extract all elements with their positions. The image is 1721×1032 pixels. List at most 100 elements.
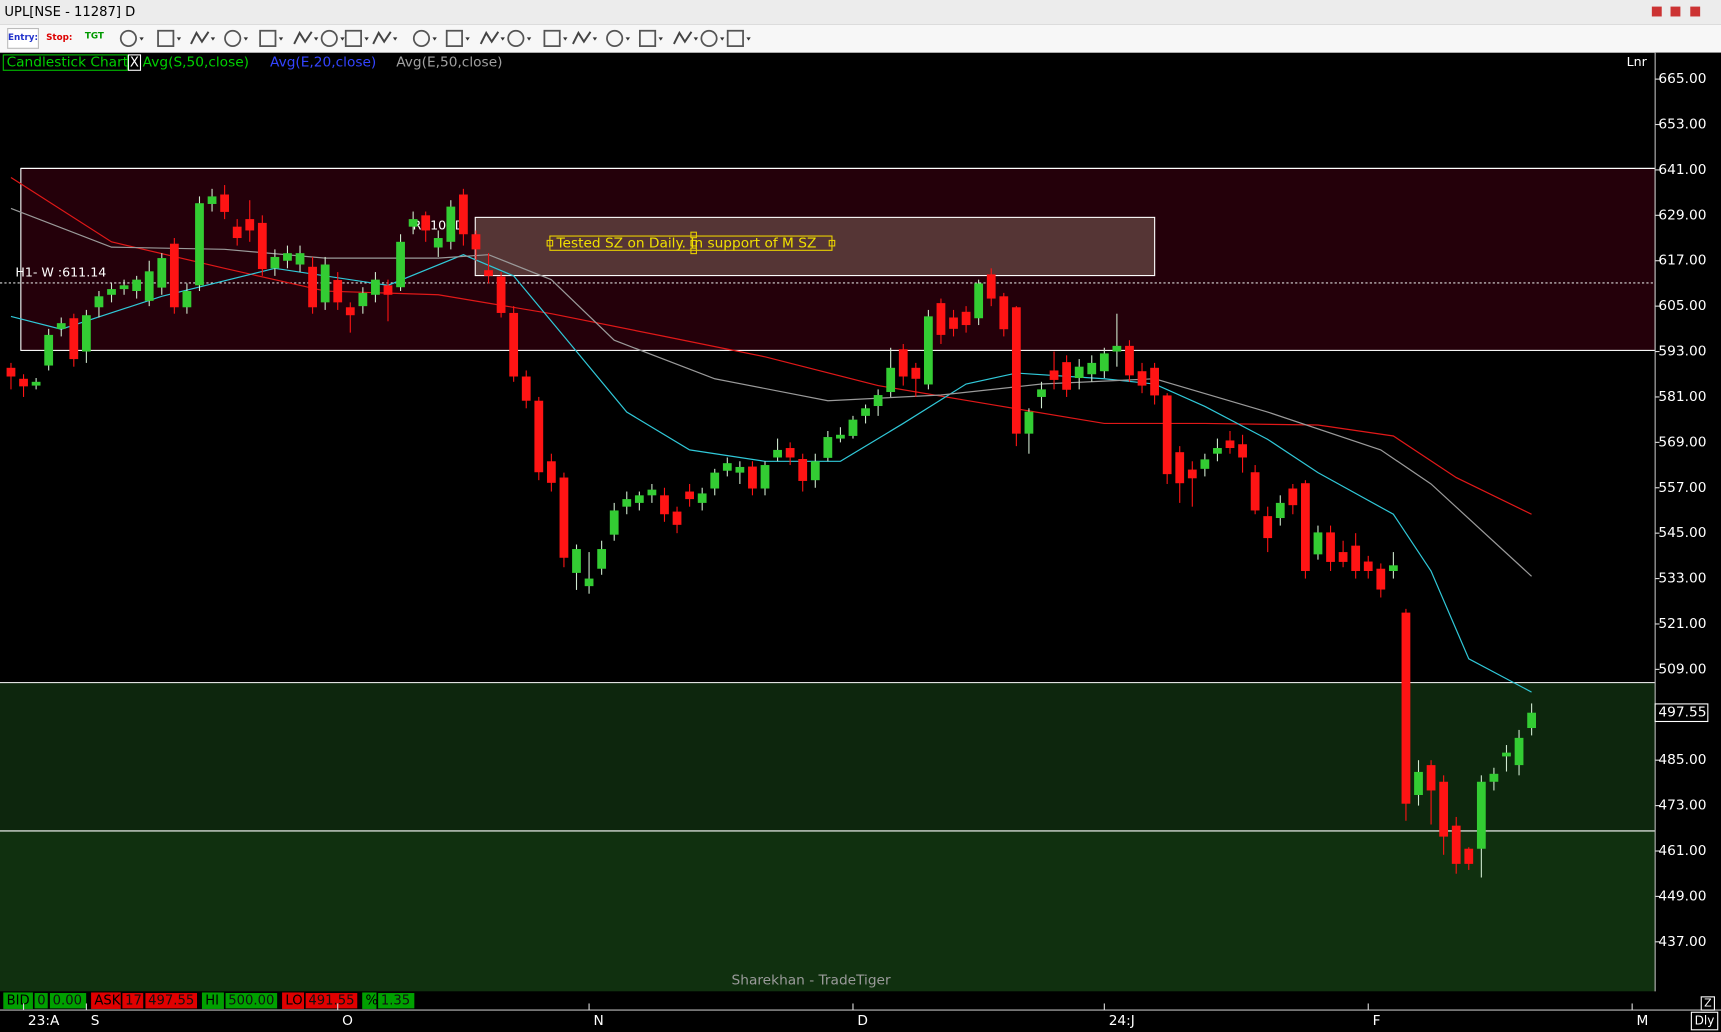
candle-body	[270, 256, 280, 269]
handle	[690, 247, 697, 255]
candle-body	[169, 243, 179, 308]
y-tick-label: 653.00	[1658, 117, 1706, 133]
candle-body	[1125, 345, 1134, 376]
quote-cell	[377, 991, 416, 1010]
quote-cell	[362, 992, 377, 1009]
entry-label: Entry:	[8, 33, 38, 43]
tool-icon[interactable]	[479, 30, 505, 45]
annotation-box	[474, 216, 1156, 277]
candle-body	[1099, 353, 1109, 372]
candle-body	[1162, 395, 1172, 475]
period-label: Dly	[1695, 1014, 1715, 1028]
entry-button[interactable]	[7, 27, 39, 49]
tool-icon[interactable]	[119, 29, 144, 47]
candle-body	[1326, 532, 1335, 562]
x-tick-label: O	[342, 1013, 353, 1029]
quote-text: BID	[7, 994, 30, 1009]
candle-body	[308, 266, 317, 308]
tool-icon[interactable]	[543, 29, 568, 47]
candle-body	[1024, 411, 1034, 434]
zone	[0, 682, 1656, 831]
quote-text: 500.00	[228, 994, 274, 1009]
annotation-level: RB10- D	[413, 218, 465, 233]
candle-body	[634, 495, 644, 503]
target-label[interactable]: TGT	[85, 32, 104, 42]
quote-text: 491.55	[308, 994, 354, 1009]
tool-icon[interactable]	[293, 30, 319, 45]
candle-body	[1250, 472, 1260, 511]
candle-body	[220, 194, 230, 212]
window-buttons[interactable]	[1651, 6, 1701, 17]
quote-cell	[33, 991, 49, 1010]
ma-line	[10, 254, 1532, 693]
handle	[828, 239, 836, 247]
tool-icon[interactable]	[445, 29, 470, 47]
candle-body	[722, 463, 732, 471]
quote-text: 17	[125, 994, 142, 1009]
tool-glyph	[344, 29, 362, 47]
candle-body	[986, 274, 996, 299]
tool-icon[interactable]	[157, 29, 182, 47]
candle-body	[1175, 452, 1185, 484]
quote-cell	[282, 992, 305, 1009]
tool-icon[interactable]	[507, 29, 532, 47]
dropdown-arrow	[592, 37, 598, 41]
toolbar-icons[interactable]	[119, 29, 751, 47]
candle-body	[848, 419, 858, 436]
quote-cell	[121, 991, 145, 1010]
close-box[interactable]	[127, 54, 142, 71]
stop-label[interactable]: Stop:	[46, 33, 72, 43]
tool-glyph	[320, 29, 338, 47]
tool-icon[interactable]	[606, 29, 631, 47]
y-tick-label: 449.00	[1658, 888, 1706, 904]
close[interactable]	[1690, 6, 1701, 17]
tool-icon[interactable]	[673, 30, 699, 45]
quote-text: HI	[205, 994, 219, 1009]
dropdown-arrow	[176, 37, 182, 41]
quote-cell	[3, 992, 33, 1009]
tool-icon[interactable]	[224, 29, 249, 47]
candle-body	[672, 511, 682, 525]
tool-icon[interactable]	[726, 29, 751, 47]
dropdown-arrow	[278, 37, 284, 41]
tool-icon[interactable]	[700, 29, 725, 47]
candle-body	[19, 378, 28, 387]
tool-icon[interactable]	[639, 29, 663, 47]
candle-body	[333, 280, 343, 303]
candle-body	[1137, 371, 1147, 386]
candle-body	[1489, 773, 1499, 782]
candle-body	[1275, 502, 1285, 519]
legend-entry: Avg(E,20,close)	[270, 55, 376, 71]
candle-body	[144, 271, 154, 301]
candle-body	[1376, 568, 1386, 590]
tool-icon[interactable]	[190, 30, 216, 45]
quote-text: 0	[37, 994, 45, 1009]
window-title: UPL[NSE - 11287] D	[4, 5, 135, 20]
tool-glyph	[673, 30, 693, 45]
y-tick-label: 557.00	[1658, 480, 1706, 496]
candle-body	[1087, 362, 1097, 375]
dropdown-arrow	[139, 37, 144, 41]
candle-body	[1338, 552, 1348, 562]
candle-body	[1388, 565, 1398, 572]
legend-title: Candlestick Chart	[7, 55, 129, 71]
tool-icon[interactable]	[259, 29, 284, 47]
tool-icon[interactable]	[320, 29, 345, 47]
tool-icon[interactable]	[372, 30, 398, 45]
tool-icon[interactable]	[344, 29, 369, 47]
minimize[interactable]	[1651, 6, 1662, 17]
tool-icon[interactable]	[412, 29, 437, 47]
candle-body	[157, 258, 167, 288]
legend-entry: Avg(S,50,close)	[143, 55, 249, 71]
zone	[0, 830, 1656, 992]
quote-cell	[91, 992, 121, 1009]
y-tick-label: 593.00	[1658, 344, 1706, 360]
candle-body	[484, 270, 493, 276]
tool-icon[interactable]	[572, 30, 598, 45]
dropdown-arrow	[465, 37, 470, 41]
legend-title-box	[2, 54, 128, 71]
y-tick-label: 629.00	[1658, 207, 1706, 223]
restore[interactable]	[1670, 6, 1681, 17]
